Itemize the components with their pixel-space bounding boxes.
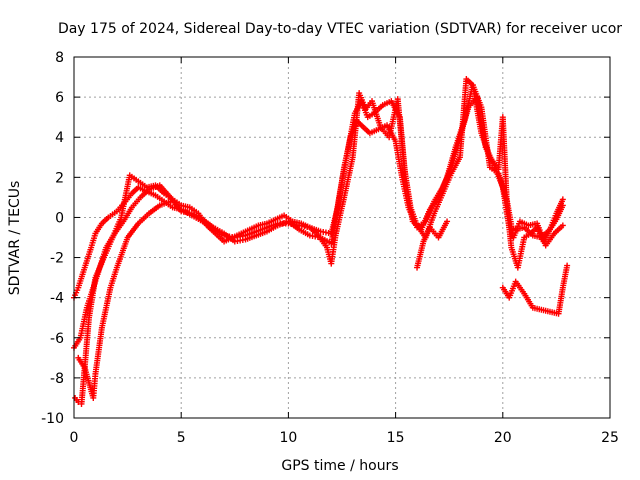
x-tick-label: 0 bbox=[70, 430, 79, 446]
chart-title: Day 175 of 2024, Sidereal Day-to-day VTE… bbox=[58, 21, 622, 37]
y-tick-label: -10 bbox=[41, 411, 64, 427]
y-tick-label: 6 bbox=[55, 90, 64, 106]
grid-lines bbox=[74, 57, 610, 418]
x-tick-label: 25 bbox=[601, 430, 619, 446]
data-points bbox=[71, 76, 571, 407]
x-axis-label: GPS time / hours bbox=[281, 458, 398, 474]
y-tick-label: 0 bbox=[55, 210, 64, 226]
plot-frame bbox=[73, 56, 611, 419]
y-tick-label: 8 bbox=[55, 50, 64, 66]
y-tick-label: -4 bbox=[50, 291, 64, 307]
y-tick-label: 4 bbox=[55, 130, 64, 146]
series-track-c bbox=[75, 198, 571, 401]
y-tick-label: -6 bbox=[50, 331, 64, 347]
x-tick-label: 20 bbox=[494, 430, 512, 446]
data-point bbox=[559, 196, 566, 203]
y-axis-label: SDTVAR / TECUs bbox=[7, 181, 23, 296]
y-tick-label: -8 bbox=[50, 371, 64, 387]
x-tick-label: 10 bbox=[279, 430, 297, 446]
x-axis-ticks: 0 5 10 15 20 25 bbox=[70, 57, 619, 446]
series-track-d bbox=[72, 76, 566, 407]
y-tick-label: 2 bbox=[55, 170, 64, 186]
y-axis-ticks: -10 -8 -6 -4 -2 0 2 4 6 8 bbox=[41, 50, 610, 427]
x-tick-label: 15 bbox=[387, 430, 405, 446]
x-tick-label: 5 bbox=[177, 430, 186, 446]
data-point bbox=[559, 222, 566, 229]
y-tick-label: -2 bbox=[50, 251, 64, 267]
data-point bbox=[444, 218, 451, 225]
data-point bbox=[564, 262, 571, 269]
series-track-a bbox=[71, 94, 566, 301]
data-point bbox=[559, 202, 566, 209]
